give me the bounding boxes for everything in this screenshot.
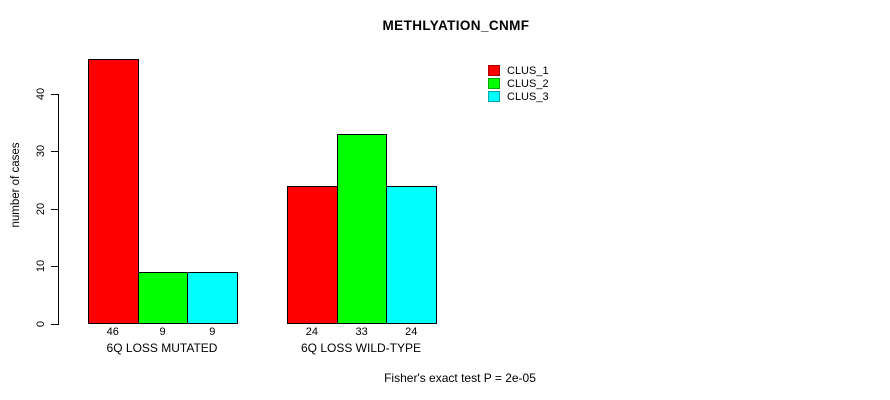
bar-clus_3-group1 [187,272,239,324]
y-tick [51,151,58,152]
legend-item-clus3: CLUS_3 [488,90,549,103]
bar-value-label: 9 [209,326,216,338]
x-category-label-mutated: 6Q LOSS MUTATED [106,341,218,355]
legend-swatch-clus3 [488,91,500,102]
bar-value-label: 24 [305,326,319,338]
y-axis-label: number of cases [10,142,22,228]
legend-swatch-clus1 [488,65,500,76]
chart-title: METHLYATION_CNMF [382,18,530,33]
legend-item-clus1: CLUS_1 [488,64,549,77]
y-tick-label: 10 [35,259,47,273]
legend-swatch-clus2 [488,78,500,89]
bar-clus_1-group1 [88,59,139,324]
bar-clus_2-group1 [137,272,189,324]
stat-annotation: Fisher's exact test P = 2e-05 [384,371,536,385]
bar-clus_3-group2 [386,185,438,324]
y-axis-line [58,94,59,325]
y-tick-label: 40 [35,87,47,101]
bar-clus_1-group2 [287,185,338,324]
legend-label-clus1: CLUS_1 [507,64,549,77]
bar-value-label: 33 [355,326,368,338]
x-category-label-wild-type: 6Q LOSS WILD-TYPE [300,341,422,355]
bar-clus_2-group2 [336,133,388,324]
legend-item-clus2: CLUS_2 [488,77,549,90]
legend-label-clus2: CLUS_2 [507,77,549,90]
bar-value-label: 46 [106,326,119,338]
y-tick [51,266,58,267]
y-tick [51,324,58,325]
y-tick [51,209,58,210]
legend-label-clus3: CLUS_3 [507,90,549,103]
legend: CLUS_1 CLUS_2 CLUS_3 [488,64,549,103]
bar-value-label: 9 [159,326,166,338]
y-tick [51,94,58,95]
y-tick-label: 20 [35,202,47,216]
y-tick-label: 0 [35,320,47,328]
bar-value-label: 24 [405,326,418,338]
y-tick-label: 30 [35,144,47,158]
